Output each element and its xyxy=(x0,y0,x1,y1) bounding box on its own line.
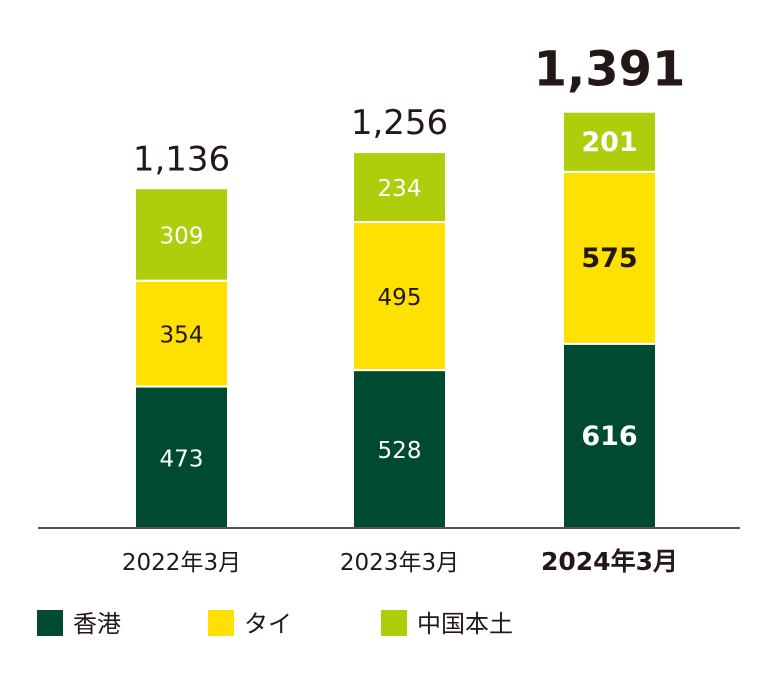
total-label: 1,256 xyxy=(351,103,448,143)
bar-segment xyxy=(134,279,229,388)
bar-segment xyxy=(352,221,447,372)
x-tick-label: 2023年3月 xyxy=(340,550,459,576)
total-label: 1,136 xyxy=(133,139,230,179)
legend-label: 香港 xyxy=(73,610,121,638)
data-label: 495 xyxy=(378,285,422,311)
data-label: 616 xyxy=(581,421,637,452)
bar-segment xyxy=(562,110,657,173)
legend-swatch xyxy=(381,610,407,636)
bar-segment xyxy=(134,385,229,529)
x-tick-label: 2024年3月 xyxy=(541,547,678,576)
bar-segment xyxy=(562,170,657,345)
legend-label: タイ xyxy=(244,610,292,638)
bar-segment xyxy=(352,369,447,529)
legend-swatch xyxy=(208,610,234,636)
legend-label: 中国本土 xyxy=(417,610,513,638)
data-label: 234 xyxy=(378,176,422,202)
bar-segment xyxy=(352,151,447,224)
total-label: 1,391 xyxy=(534,42,686,98)
data-label: 528 xyxy=(378,438,422,464)
x-tick-label: 2022年3月 xyxy=(122,550,241,576)
data-label: 575 xyxy=(581,243,637,274)
data-label: 309 xyxy=(160,223,204,249)
data-label: 201 xyxy=(581,127,637,158)
data-label: 354 xyxy=(160,323,204,349)
data-label: 473 xyxy=(160,446,204,472)
bar-segment xyxy=(134,187,229,282)
legend-swatch xyxy=(37,610,63,636)
